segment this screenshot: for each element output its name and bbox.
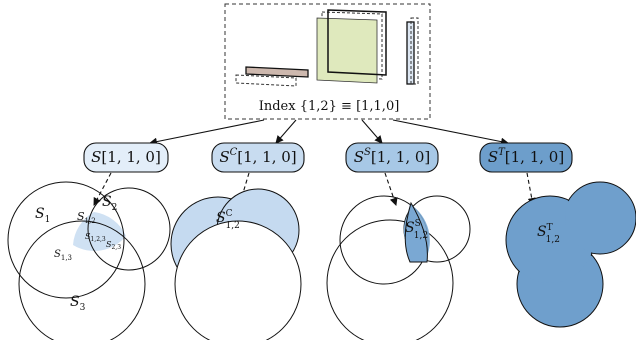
tan-sheet-icon [235,66,309,87]
node-total-box [479,142,573,173]
venn-complement-s3 [174,220,302,340]
label-total-region: ST 1,2 [537,223,560,245]
node-union-label: S[1, 1, 0] [91,148,161,166]
venn-full-intersection-fill [73,212,126,251]
venn-complement: SC 1,2 [170,188,302,340]
node-shared-box [345,142,439,173]
label-s12: S1,2 [77,210,96,225]
label-s1: S1 [35,206,50,225]
index-caption: Index {1,2} ≡ [1,1,0] [259,99,400,114]
label-s3: S3 [70,294,86,313]
venn-shared-s3 [326,219,454,340]
node-union-box [83,142,169,173]
node-total: ST[1, 1, 0] [479,142,573,173]
green-sheet-icon [316,9,387,84]
venn-total: ST 1,2 [505,181,636,328]
venn-full [7,181,171,340]
venn-circle-s1 [7,181,125,299]
node-shared: SS[1, 1, 0] [345,142,439,173]
label-s123: S1,2,3 [85,232,106,243]
venn-shared: SS 1,2 [326,195,471,340]
label-s23: S2,3 [106,240,121,251]
node-shared-label: SS[1, 1, 0] [354,147,431,166]
dashed-arrows [93,172,536,206]
label-s2: S2 [102,194,117,213]
venn-circle-s3 [18,220,146,340]
arrows-to-nodes [149,119,509,146]
node-complement-label: SC[1, 1, 0] [219,147,296,166]
label-s13: S1,3 [54,249,72,262]
node-union: S[1, 1, 0] [83,142,169,173]
label-complement-region: SC 1,2 [216,209,240,231]
venn-shared-region-outline [404,201,428,263]
node-complement-box [211,142,305,173]
node-complement: SC[1, 1, 0] [211,142,305,173]
node-total-label: ST[1, 1, 0] [488,147,564,166]
label-shared-region: SS 1,2 [405,219,428,241]
venn-circle-s2 [87,187,171,271]
venn-full-labels: S1 S2 S3 S1,2 S1,3 S1,2,3 S2,3 [35,194,121,313]
blue-sheet-icon [406,17,419,85]
index-box: Index {1,2} ≡ [1,1,0] [224,3,431,120]
